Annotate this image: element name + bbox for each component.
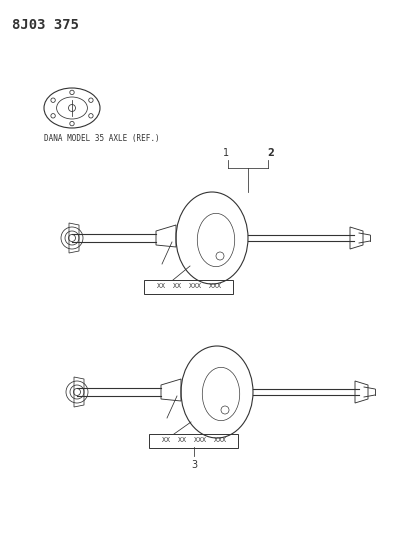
Text: XX  XX  XXX  XXX: XX XX XXX XXX: [162, 438, 226, 443]
Text: DANA MODEL 35 AXLE (REF.): DANA MODEL 35 AXLE (REF.): [44, 134, 160, 143]
Text: 1: 1: [223, 148, 229, 158]
Text: 3: 3: [191, 460, 197, 470]
Text: 8J03 375: 8J03 375: [12, 18, 79, 32]
Text: XX  XX  XXX  XXX: XX XX XXX XXX: [157, 284, 221, 289]
Text: 2: 2: [268, 148, 274, 158]
